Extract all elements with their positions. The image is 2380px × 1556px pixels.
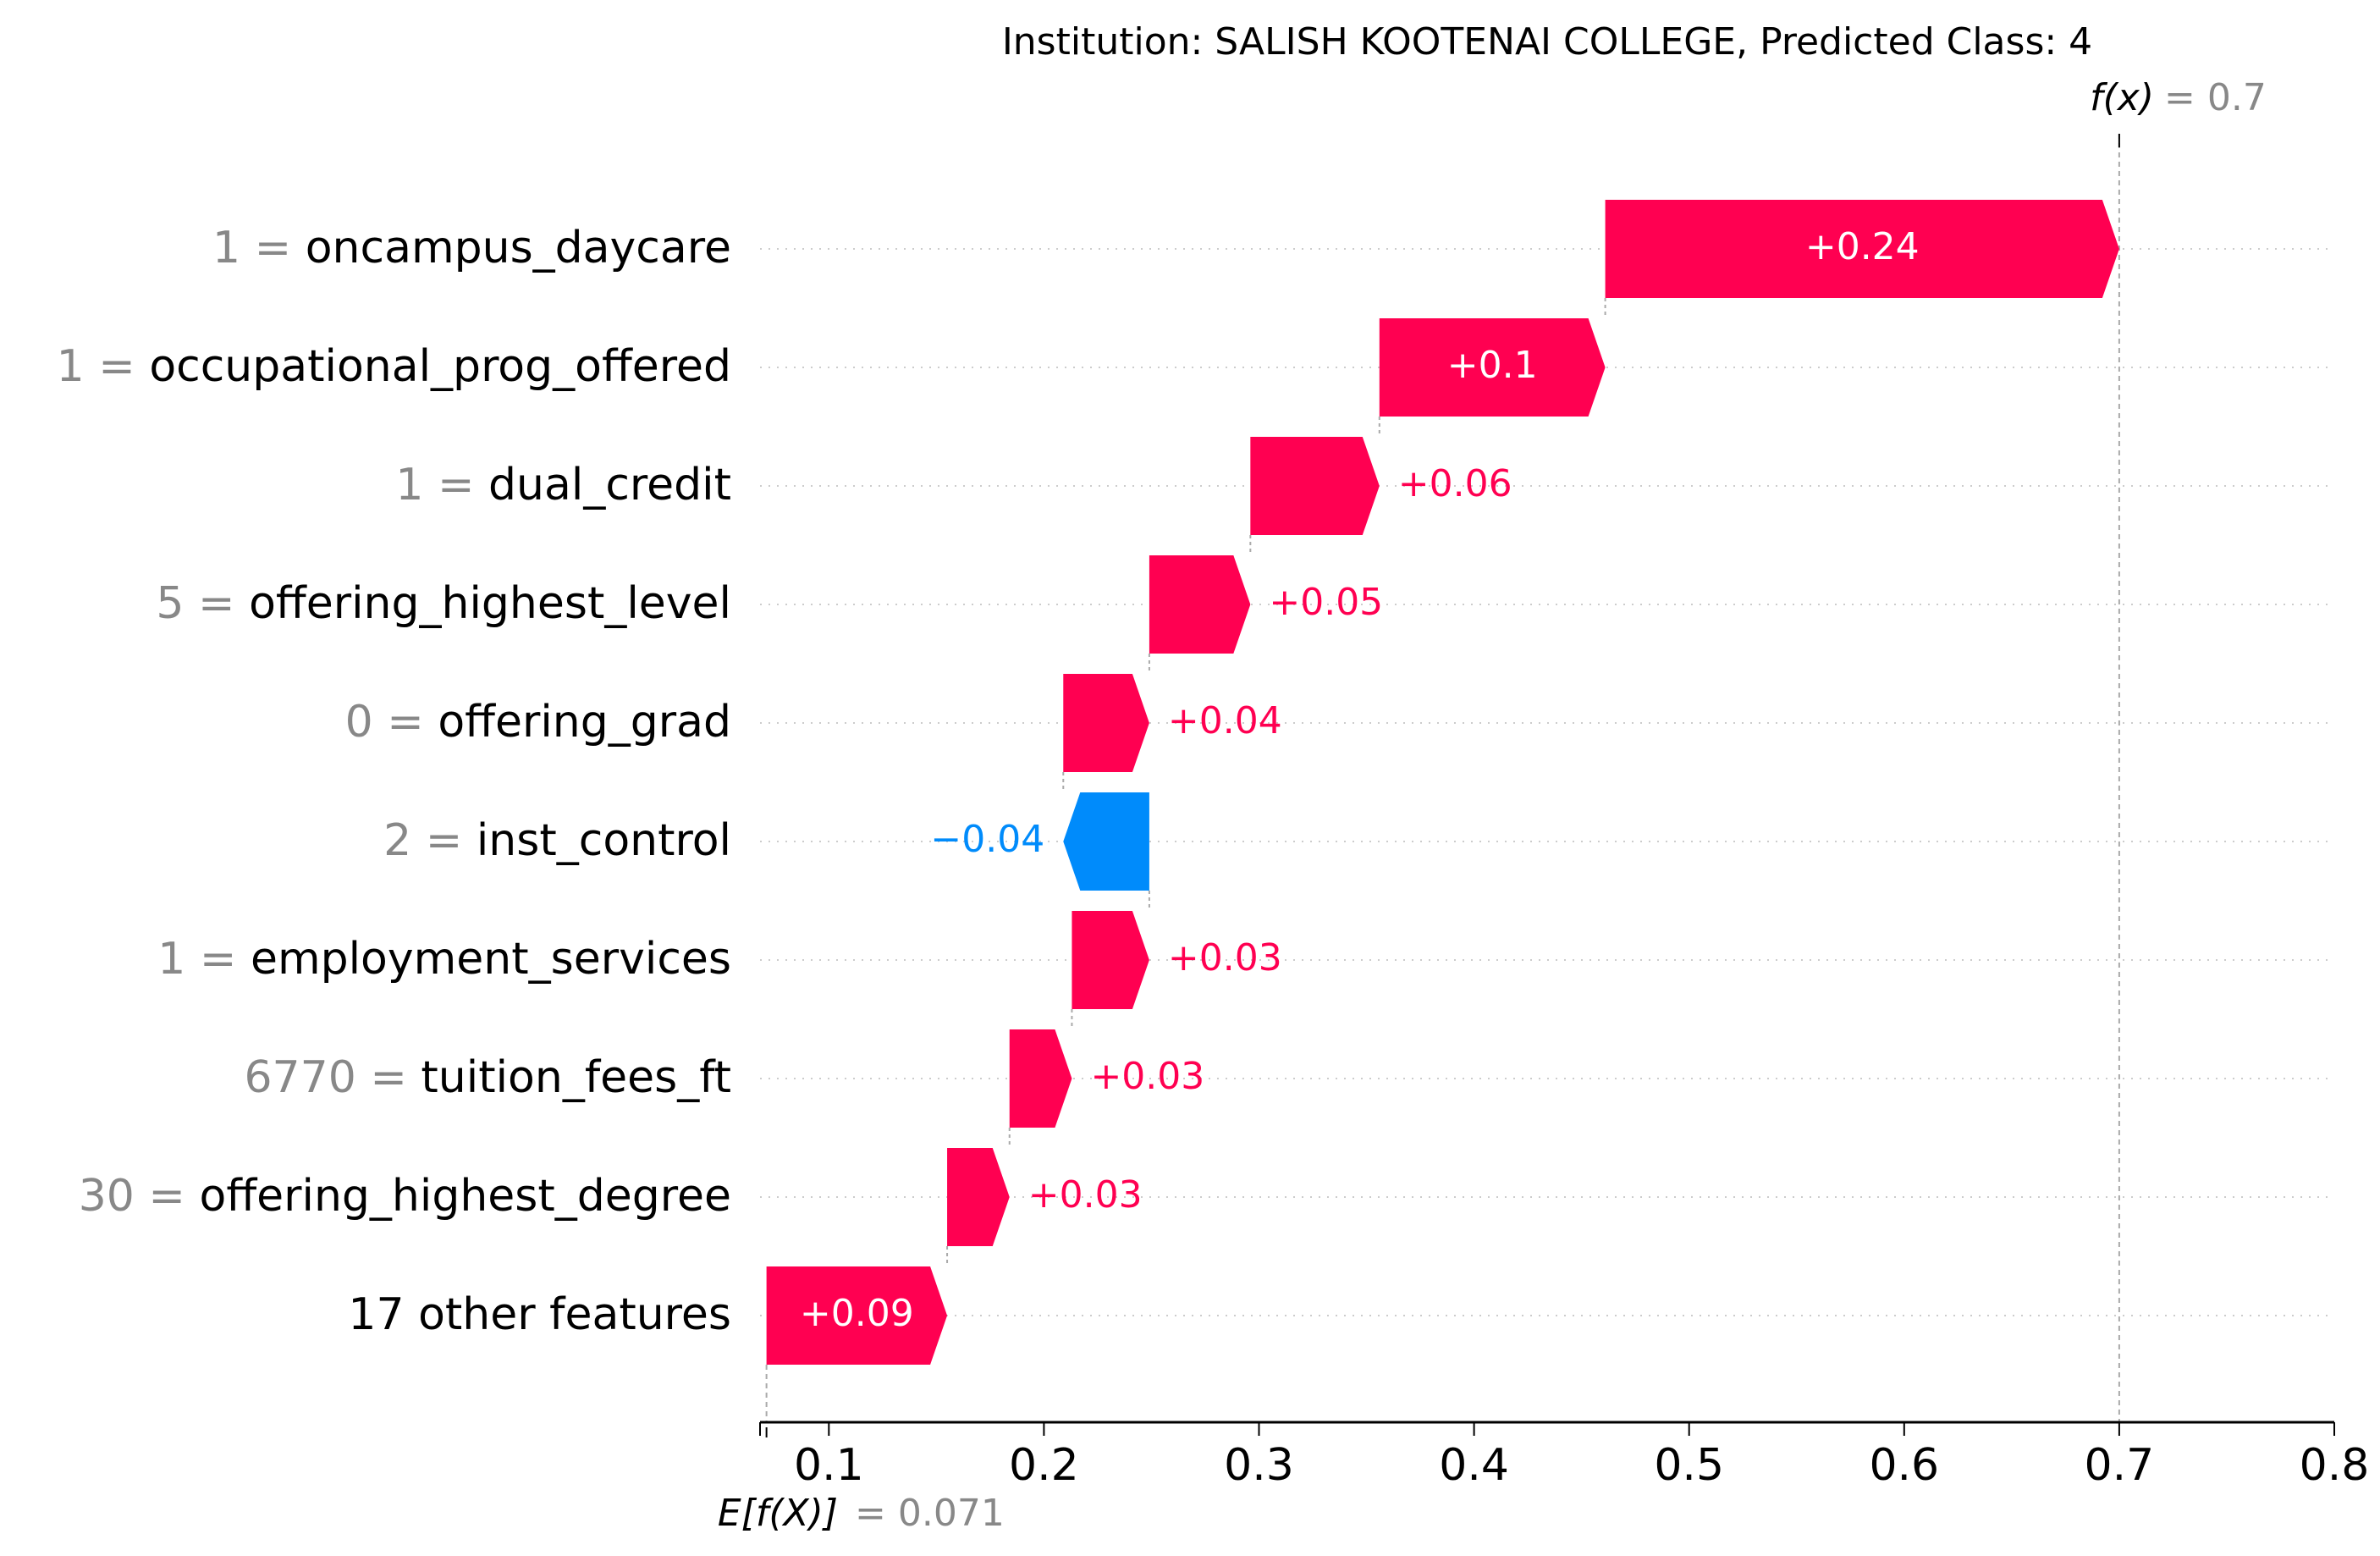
x-tick-label: 0.1 [794, 1440, 864, 1491]
feature-label: 30 = offering_highest_degree [79, 1171, 731, 1222]
feature-label: 5 = offering_highest_level [156, 578, 731, 629]
bar-value-label: +0.03 [1028, 1173, 1143, 1217]
efx-value: = 0.071 [855, 1492, 1005, 1535]
feature-value: 1 = [395, 460, 488, 510]
feature-value: 0 = [345, 697, 438, 748]
bar-value-label: +0.24 [1805, 225, 1920, 268]
feature-label: 17 other features [348, 1289, 731, 1340]
feature-value: 2 = [383, 815, 477, 866]
positive-bar [1063, 674, 1149, 772]
positive-bar [1009, 1029, 1072, 1128]
x-axis: 0.1 0.2 0.3 0.4 0.5 0.6 0.7 0.8 [759, 1421, 2370, 1491]
feature-label: 1 = employment_services [157, 934, 731, 985]
row-gridlines [760, 248, 2334, 1316]
feature-value: 1 = [57, 341, 150, 392]
fx-value: = 0.7 [2164, 76, 2267, 119]
feature-label: 1 = dual_credit [395, 460, 731, 510]
feature-label: 1 = oncampus_daycare [212, 223, 731, 273]
reference-lines [765, 134, 2120, 1437]
fx-label: f(x) [2090, 76, 2154, 119]
x-tick-label: 0.4 [1439, 1440, 1509, 1491]
bars: +0.24 +0.1 +0.06 +0.05 +0.04 −0.04 +0.03 +0.03 +… [766, 200, 2119, 1365]
bar-value-label: +0.05 [1269, 581, 1383, 624]
feature-name: 17 other features [348, 1289, 731, 1340]
efx-label-group: E[f(X)] = 0.071 [718, 1492, 1005, 1535]
x-tick-label: 0.8 [2300, 1440, 2370, 1491]
feature-value: 1 = [212, 223, 306, 273]
x-tick-label: 0.5 [1654, 1440, 1724, 1491]
feature-name: offering_highest_degree [200, 1171, 732, 1222]
feature-label: 6770 = tuition_fees_ft [244, 1052, 731, 1103]
feature-name: occupational_prog_offered [149, 341, 731, 392]
bar-value-label: +0.03 [1168, 936, 1282, 979]
positive-bar [1379, 318, 1606, 417]
positive-bar [1250, 437, 1380, 535]
feature-name: inst_control [477, 815, 731, 866]
bar-value-label: +0.04 [1168, 699, 1282, 742]
x-tick-label: 0.7 [2085, 1440, 2155, 1491]
x-tick-label: 0.3 [1224, 1440, 1294, 1491]
feature-value: 6770 = [244, 1052, 421, 1103]
feature-value: 1 = [157, 934, 251, 985]
negative-bar [1063, 792, 1149, 891]
bar-value-label: +0.06 [1398, 462, 1512, 505]
feature-name: tuition_fees_ft [421, 1052, 731, 1103]
positive-bar [1072, 911, 1149, 1009]
positive-bar [1149, 555, 1251, 654]
chart-title: Institution: SALISH KOOTENAI COLLEGE, Pr… [1002, 20, 2092, 63]
feature-name: oncampus_daycare [306, 223, 731, 273]
feature-name: dual_credit [488, 460, 731, 510]
x-tick-label: 0.6 [1869, 1440, 1939, 1491]
bar-value-label: −0.04 [930, 818, 1044, 861]
positive-bar [766, 1266, 948, 1365]
feature-name: offering_grad [438, 697, 731, 748]
feature-label: 2 = inst_control [383, 815, 731, 866]
efx-label: E[f(X)] [718, 1492, 838, 1535]
feature-name: employment_services [251, 934, 731, 985]
feature-value: 5 = [156, 578, 249, 629]
positive-bar [1605, 200, 2119, 298]
feature-name: offering_highest_level [249, 578, 731, 629]
bar-value-label: +0.09 [800, 1292, 914, 1335]
feature-label: 1 = occupational_prog_offered [57, 341, 731, 392]
positive-bar [947, 1148, 1010, 1246]
x-tick-label: 0.2 [1009, 1440, 1079, 1491]
bar-value-label: +0.1 [1447, 344, 1538, 387]
feature-value: 30 = [79, 1171, 200, 1222]
fx-label-group: f(x) = 0.7 [2090, 76, 2267, 119]
feature-label: 0 = offering_grad [345, 697, 731, 748]
bar-value-label: +0.03 [1090, 1055, 1204, 1098]
